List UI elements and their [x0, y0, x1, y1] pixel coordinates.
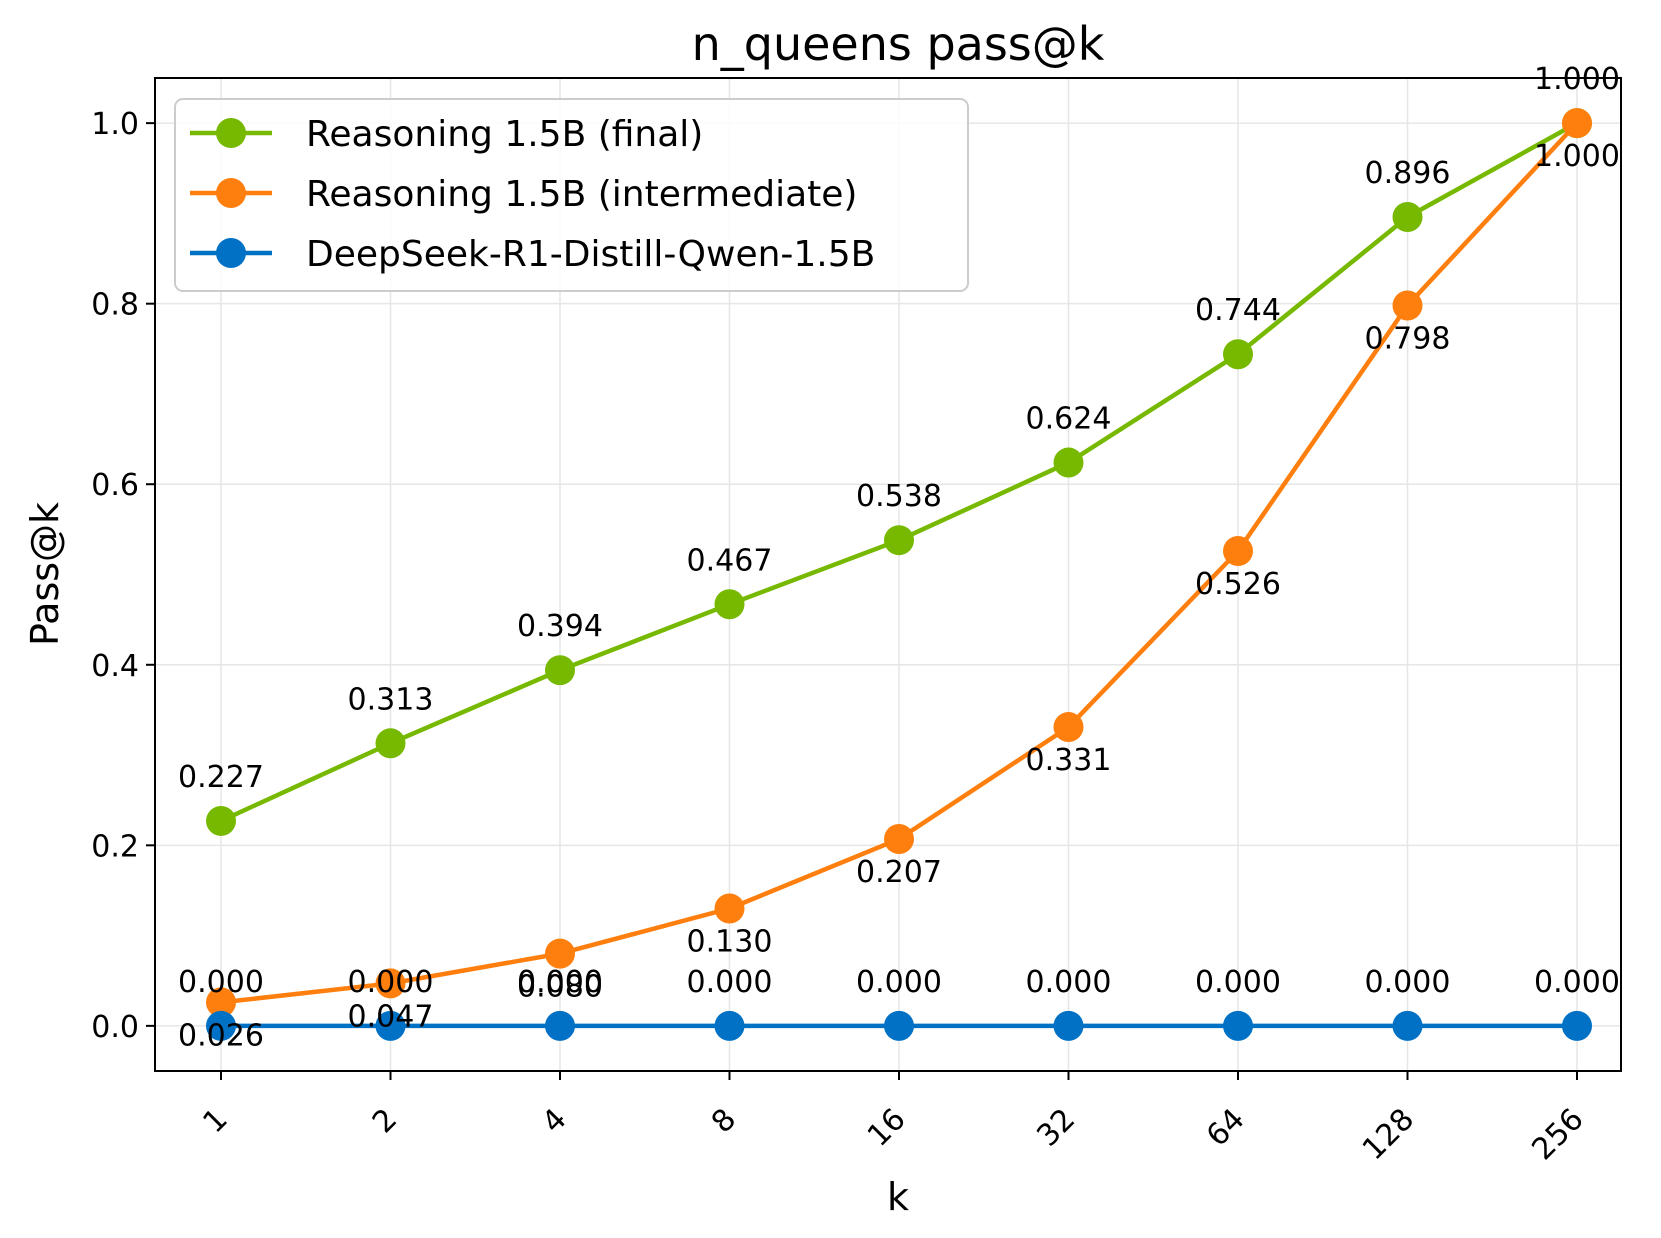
legend-entry-final: Reasoning 1.5B (final)	[190, 114, 703, 155]
series-marker-1	[1053, 712, 1084, 743]
series-layer	[206, 108, 1592, 1041]
data-label-1: 1.000	[1534, 139, 1620, 174]
legend-marker-deepseek	[216, 238, 246, 268]
legend-label-deepseek: DeepSeek-R1-Distill-Qwen-1.5B	[306, 234, 875, 275]
data-label-1: 0.080	[517, 970, 603, 1005]
data-label-1: 0.526	[1195, 567, 1281, 602]
legend-marker-final	[216, 118, 246, 148]
series-marker-0	[1223, 339, 1253, 370]
data-label-0: 0.744	[1195, 293, 1281, 328]
series-marker-0	[1392, 202, 1423, 233]
data-label-0: 1.000	[1534, 62, 1620, 97]
data-label-0: 0.896	[1365, 156, 1451, 191]
series-marker-1	[545, 938, 575, 969]
data-label-0: 0.394	[517, 609, 603, 644]
series-marker-0	[714, 589, 745, 620]
series-marker-2	[375, 1010, 406, 1041]
series-marker-2	[1392, 1010, 1423, 1041]
chart-title: n_queens pass@k	[692, 17, 1105, 71]
series-marker-0	[545, 655, 575, 686]
series-marker-0	[1053, 447, 1084, 478]
series-marker-2	[884, 1010, 914, 1041]
y-tick-label: 0.6	[91, 468, 139, 503]
data-label-2: 0.000	[1365, 965, 1451, 1000]
y-tick-label: 0.0	[91, 1010, 139, 1045]
series-marker-1	[1392, 290, 1423, 321]
series-marker-1	[714, 893, 745, 924]
data-labels: 0.227 0.313 0.394 0.467 0.538 0.624 0.744 0.896…	[178, 62, 1620, 1053]
series-marker-1	[1562, 108, 1592, 139]
data-label-0: 0.313	[348, 682, 434, 717]
y-axis-ticks: 0.0 0.2 0.4 0.6 0.8 1.0	[91, 107, 155, 1045]
series-marker-2	[1053, 1010, 1084, 1041]
legend-box	[174, 98, 969, 292]
series-marker-0	[206, 805, 236, 836]
data-label-1: 0.798	[1365, 321, 1451, 356]
data-label-2: 0.000	[348, 965, 434, 1000]
y-tick-label: 0.4	[91, 649, 139, 684]
x-axis-label: k	[887, 1175, 909, 1219]
data-label-2: 0.000	[856, 965, 942, 1000]
y-tick-label: 0.2	[91, 829, 139, 864]
legend-entry-intermediate: Reasoning 1.5B (intermediate)	[190, 174, 857, 215]
y-axis-label: Pass@k	[23, 502, 67, 646]
data-label-1: 0.026	[178, 1018, 264, 1053]
series-marker-1	[1223, 536, 1253, 567]
legend-marker-intermediate	[216, 178, 246, 208]
data-label-2: 0.000	[1195, 965, 1281, 1000]
y-tick-label: 0.8	[91, 288, 139, 323]
series-marker-2	[545, 1010, 575, 1041]
series-marker-0	[375, 728, 406, 759]
data-label-2: 0.000	[1026, 965, 1112, 1000]
data-label-1: 0.130	[687, 925, 773, 960]
data-label-1: 0.047	[348, 999, 434, 1034]
data-label-2: 0.000	[517, 965, 603, 1000]
series-marker-1	[375, 968, 406, 999]
series-marker-0	[884, 525, 914, 556]
series-marker-2	[1223, 1010, 1253, 1041]
data-label-2: 0.000	[687, 965, 773, 1000]
legend-entry-deepseek: DeepSeek-R1-Distill-Qwen-1.5B	[190, 234, 875, 275]
data-label-0: 0.624	[1026, 402, 1112, 437]
data-label-0: 0.467	[687, 543, 773, 578]
data-label-1: 0.207	[856, 855, 942, 890]
plot-frame	[154, 77, 1622, 1072]
data-label-2: 0.000	[1534, 965, 1620, 1000]
data-label-1: 0.331	[1026, 743, 1112, 778]
series-marker-2	[714, 1010, 745, 1041]
legend: Reasoning 1.5B (final) Reasoning 1.5B (i…	[174, 98, 969, 292]
series-marker-2	[1562, 1010, 1592, 1041]
data-label-0: 0.227	[178, 760, 264, 795]
series-marker-1	[206, 987, 236, 1018]
legend-label-intermediate: Reasoning 1.5B (intermediate)	[306, 174, 857, 215]
data-label-2: 0.000	[178, 965, 264, 1000]
y-tick-label: 1.0	[91, 107, 139, 142]
series-marker-1	[884, 823, 914, 854]
data-label-0: 0.538	[856, 479, 942, 514]
legend-label-final: Reasoning 1.5B (final)	[306, 114, 703, 155]
series-marker-2	[206, 1010, 236, 1041]
